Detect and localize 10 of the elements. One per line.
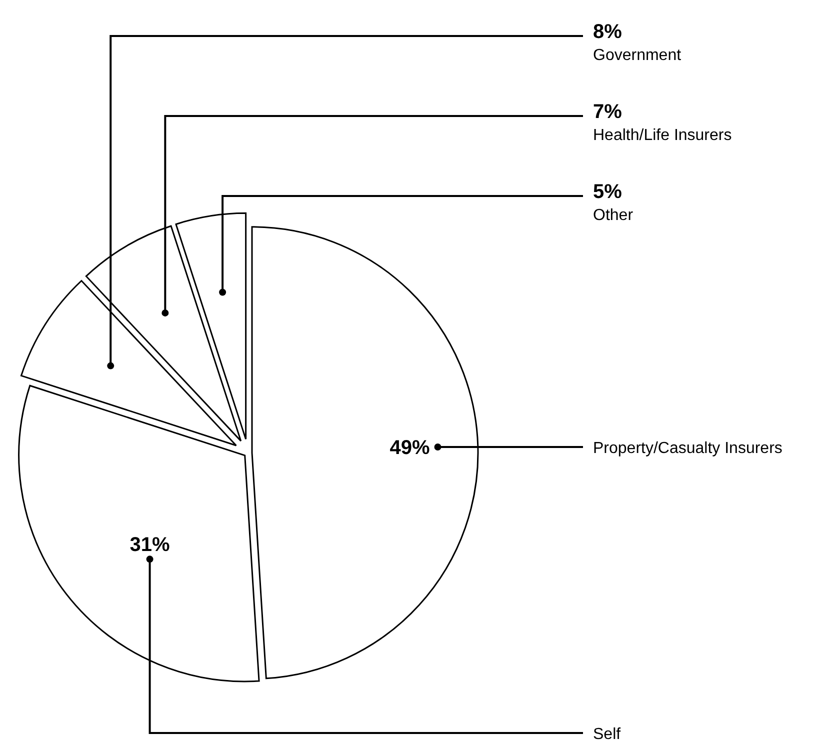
data-label: 8% — [593, 21, 622, 43]
slice-label: Government — [593, 47, 682, 64]
data-label: 7% — [593, 101, 622, 123]
data-label: 49% — [390, 437, 430, 460]
slice-label: Property/Casualty Insurers — [593, 440, 782, 458]
slice-label: Self — [593, 726, 622, 743]
slice-label: Other — [593, 207, 634, 224]
data-label: 31% — [130, 534, 170, 556]
slice-label: Health/Life Insurers — [593, 127, 732, 144]
data-label: 5% — [593, 181, 622, 203]
